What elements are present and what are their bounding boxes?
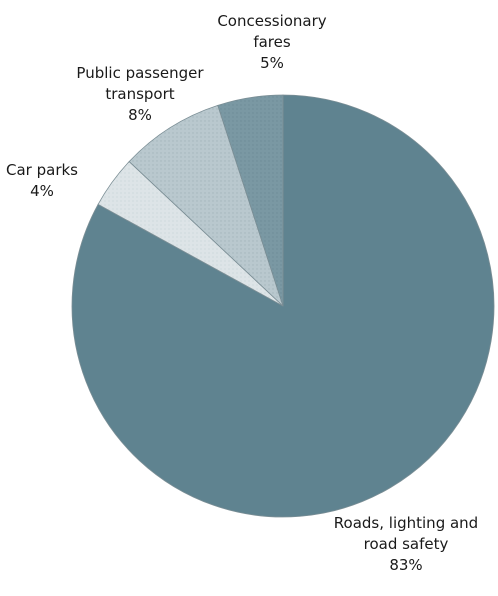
slice-label-3-line-1: fares — [253, 33, 291, 51]
pie-slice-3 — [217, 94, 284, 307]
slice-label-0-line-1: road safety — [364, 535, 449, 553]
slice-value-label-3: 5% — [260, 54, 284, 72]
slice-label-0-line-0: Roads, lighting and — [334, 514, 478, 532]
slice-label-2-line-0: Public passenger — [76, 64, 204, 82]
slice-label-1-line-0: Car parks — [6, 161, 78, 179]
pie-slice-2 — [128, 104, 284, 307]
slice-value-label-1: 4% — [30, 182, 54, 200]
slice-label-2-line-1: transport — [105, 85, 174, 103]
slice-value-label-2: 8% — [128, 106, 152, 124]
slice-label-3-line-0: Concessionary — [217, 12, 326, 30]
slice-value-label-0: 83% — [389, 556, 422, 574]
